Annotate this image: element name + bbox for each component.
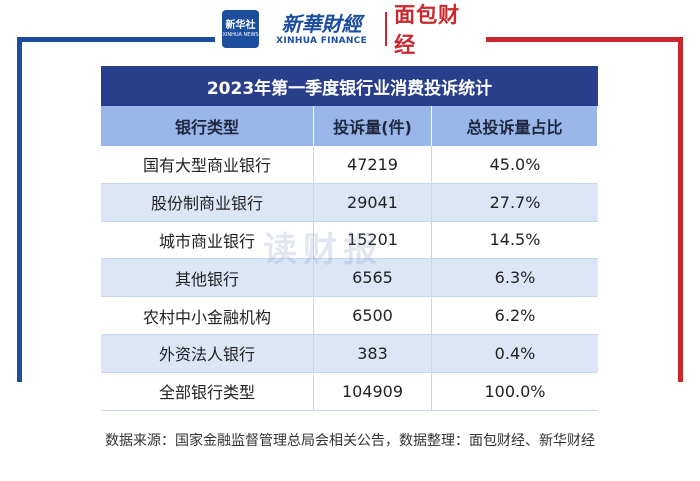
complaint-table: 2023年第一季度银行业消费投诉统计 银行类型 投诉量(件) 总投诉量占比 国有… xyxy=(101,66,598,411)
cell-complaints: 6500 xyxy=(314,297,432,334)
data-source-note: 数据来源：国家金融监督管理总局会相关公告，数据整理：面包财经、新华财经 xyxy=(105,433,595,449)
table-header-row: 银行类型 投诉量(件) 总投诉量占比 xyxy=(101,106,598,146)
table-row: 其他银行 6565 6.3% xyxy=(101,259,598,298)
cell-bank-type: 外资法人银行 xyxy=(101,335,314,372)
xinhua-finance-en: XINHUA FINANCE xyxy=(276,35,368,46)
xinhua-finance-logo: 新華財經 XINHUA FINANCE xyxy=(265,12,378,47)
cell-bank-type: 其他银行 xyxy=(101,259,314,297)
cell-bank-type: 国有大型商业银行 xyxy=(101,146,314,183)
cell-complaints: 383 xyxy=(314,335,432,372)
column-header-bank-type: 银行类型 xyxy=(101,106,314,146)
xinhua-finance-cn: 新華財經 xyxy=(281,11,362,36)
frame-right-line xyxy=(678,37,683,382)
table-title: 2023年第一季度银行业消费投诉统计 xyxy=(101,66,598,106)
cell-bank-type: 城市商业银行 xyxy=(101,221,314,259)
column-header-complaints: 投诉量(件) xyxy=(314,106,432,146)
cell-share: 0.4% xyxy=(494,343,536,363)
cell-share: 6.3% xyxy=(494,268,536,288)
cell-share: 100.0% xyxy=(484,381,546,401)
logo-divider xyxy=(385,12,388,46)
xinhua-logo-en: XINHUA NEWS xyxy=(222,31,259,38)
cell-share: 6.2% xyxy=(494,306,536,326)
cell-complaints: 6565 xyxy=(314,259,432,297)
cell-complaints: 29041 xyxy=(314,183,432,221)
column-header-share: 总投诉量占比 xyxy=(432,106,598,146)
xinhua-logo-cn: 新华社 xyxy=(225,19,256,31)
header-logos: 新华社 XINHUA NEWS 新華財經 XINHUA FINANCE 面包财经 xyxy=(222,3,480,57)
cell-complaints: 47219 xyxy=(314,146,432,183)
table-row: 股份制商业银行 29041 27.7% xyxy=(101,183,598,222)
cell-share: 45.0% xyxy=(489,154,541,174)
cell-complaints: 104909 xyxy=(314,372,432,410)
table-row: 全部银行类型 104909 100.0% xyxy=(101,372,598,411)
table-row: 国有大型商业银行 47219 45.0% xyxy=(101,146,598,184)
cell-bank-type: 全部银行类型 xyxy=(101,372,314,410)
table-row: 农村中小金融机构 6500 6.2% xyxy=(101,297,598,335)
cell-bank-type: 农村中小金融机构 xyxy=(101,297,314,334)
xinhua-news-logo: 新华社 XINHUA NEWS xyxy=(222,10,260,48)
cell-share: 27.7% xyxy=(489,192,541,212)
table-row: 城市商业银行 15201 14.5% xyxy=(101,221,598,260)
frame-top-right-line xyxy=(486,37,683,42)
mianbao-caijing-logo: 面包财经 xyxy=(394,3,461,57)
table-row: 外资法人银行 383 0.4% xyxy=(101,335,598,373)
frame-left-line xyxy=(17,37,22,382)
cell-bank-type: 股份制商业银行 xyxy=(101,183,314,221)
cell-complaints: 15201 xyxy=(314,221,432,259)
frame-top-left-line xyxy=(17,37,215,42)
cell-share: 14.5% xyxy=(489,230,541,250)
